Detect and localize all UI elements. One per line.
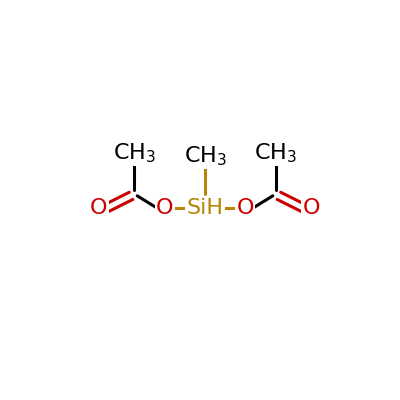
Text: $\mathregular{CH_3}$: $\mathregular{CH_3}$ <box>254 141 297 164</box>
Text: SiH: SiH <box>186 198 224 218</box>
Text: O: O <box>90 198 108 218</box>
Text: O: O <box>302 198 320 218</box>
Text: $\mathregular{CH_3}$: $\mathregular{CH_3}$ <box>113 141 156 164</box>
Text: O: O <box>236 198 254 218</box>
Text: $\mathregular{CH_3}$: $\mathregular{CH_3}$ <box>184 144 226 168</box>
Text: O: O <box>156 198 174 218</box>
